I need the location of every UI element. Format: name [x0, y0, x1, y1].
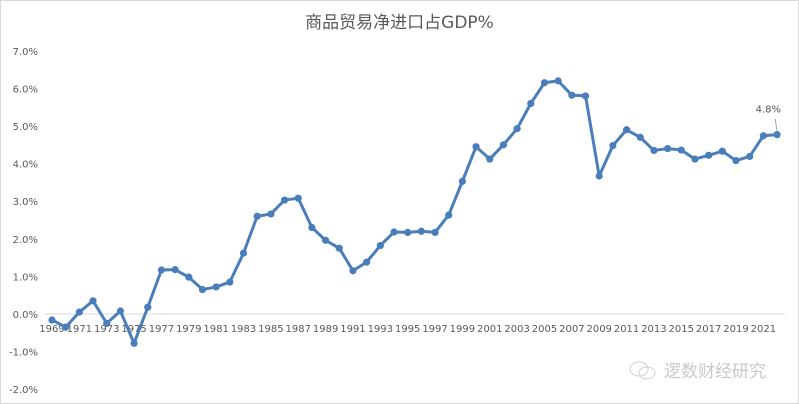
x-tick-label: 1987	[286, 324, 311, 335]
data-point	[89, 297, 97, 305]
y-tick-label: 6.0%	[13, 84, 38, 95]
data-point	[280, 196, 289, 204]
data-point	[568, 91, 576, 99]
x-tick-label: 1973	[94, 324, 119, 335]
data-point	[677, 146, 685, 154]
data-point	[554, 77, 562, 85]
data-point	[267, 210, 275, 218]
y-tick-label: 5.0%	[13, 122, 38, 133]
x-tick-label: 1995	[395, 324, 420, 335]
y-tick-label: 4.0%	[13, 160, 38, 171]
data-point	[390, 228, 398, 236]
data-point	[732, 156, 740, 165]
x-tick-label: 1993	[368, 324, 393, 335]
data-point	[116, 307, 124, 315]
data-point	[664, 144, 672, 153]
data-point	[622, 126, 631, 134]
series-line	[51, 79, 778, 345]
x-tick-label: 1991	[340, 324, 365, 335]
x-tick-label: 1981	[203, 324, 228, 335]
x-tick-label: 1985	[258, 324, 283, 335]
x-tick-label: 2001	[477, 324, 502, 335]
x-tick-label: 1989	[313, 324, 338, 335]
data-point	[499, 141, 508, 149]
watermark-text: 逻数财经研究	[664, 362, 766, 382]
data-point	[595, 172, 603, 180]
data-point	[103, 319, 111, 327]
x-tick-label: 2003	[504, 324, 529, 335]
x-tick-label: 2005	[532, 324, 557, 335]
data-point	[48, 316, 56, 324]
x-tick-label: 2015	[669, 324, 694, 335]
y-tick-label: 0.0%	[13, 310, 38, 321]
data-point	[404, 228, 412, 237]
data-point	[445, 211, 453, 219]
data-point	[513, 125, 521, 133]
y-tick-label: 7.0%	[13, 47, 38, 58]
data-point	[239, 249, 248, 257]
data-point	[705, 151, 713, 159]
data-point	[746, 152, 754, 161]
y-tick-label: -1.0%	[9, 348, 38, 359]
x-tick-label: 2013	[641, 324, 666, 335]
data-point	[581, 92, 590, 100]
y-tick-label: 3.0%	[13, 197, 38, 208]
data-point	[472, 143, 480, 151]
x-tick-label: 1999	[450, 324, 475, 335]
data-point	[759, 132, 767, 140]
data-point	[376, 241, 384, 250]
data-point	[226, 278, 234, 286]
data-point	[527, 99, 535, 108]
x-tick-label: 2011	[614, 324, 639, 335]
x-tick-label: 1979	[176, 324, 201, 335]
x-tick-label: 1977	[149, 324, 174, 335]
x-tick-label: 1997	[422, 324, 447, 335]
x-tick-label: 1971	[67, 324, 92, 335]
data-point	[294, 194, 302, 202]
x-tick-label: 1969	[39, 324, 64, 335]
x-tick-label: 2007	[559, 324, 584, 335]
y-tick-label: 2.0%	[13, 235, 38, 246]
data-point	[253, 212, 261, 220]
data-point	[718, 147, 726, 155]
data-point	[349, 267, 357, 275]
x-tick-label: 1975	[121, 324, 146, 335]
y-tick-label: 1.0%	[13, 272, 38, 283]
data-point	[609, 141, 617, 150]
data-label: 4.8%	[756, 105, 781, 116]
data-point	[62, 323, 70, 331]
data-point	[308, 223, 316, 232]
x-tick-label: 1983	[231, 324, 256, 335]
data-point	[144, 303, 152, 311]
data-point	[650, 146, 658, 155]
x-tick-label: 2021	[751, 324, 776, 335]
chart-title: 商品贸易净进口占GDP%	[305, 13, 494, 33]
data-point	[157, 266, 166, 274]
data-point	[171, 266, 179, 274]
wechat-icon	[629, 361, 656, 379]
data-point	[198, 285, 207, 294]
data-point	[691, 155, 699, 163]
data-point	[486, 155, 494, 163]
data-point	[540, 79, 549, 87]
data-point	[363, 258, 371, 266]
data-point	[636, 133, 644, 141]
x-tick-label: 2009	[586, 324, 611, 335]
data-point	[185, 273, 193, 281]
data-point	[458, 177, 466, 185]
y-tick-label: -2.0%	[9, 385, 38, 396]
data-point	[130, 339, 138, 347]
data-label-leader	[774, 118, 778, 131]
data-point	[212, 283, 220, 291]
x-tick-label: 2017	[696, 324, 721, 335]
data-point	[417, 227, 425, 235]
data-point	[322, 236, 330, 244]
data-point	[335, 244, 343, 252]
x-tick-label: 2019	[723, 324, 748, 335]
data-point	[431, 228, 439, 237]
watermark: 逻数财经研究	[628, 357, 766, 382]
data-point	[75, 308, 83, 316]
data-point	[773, 131, 781, 139]
